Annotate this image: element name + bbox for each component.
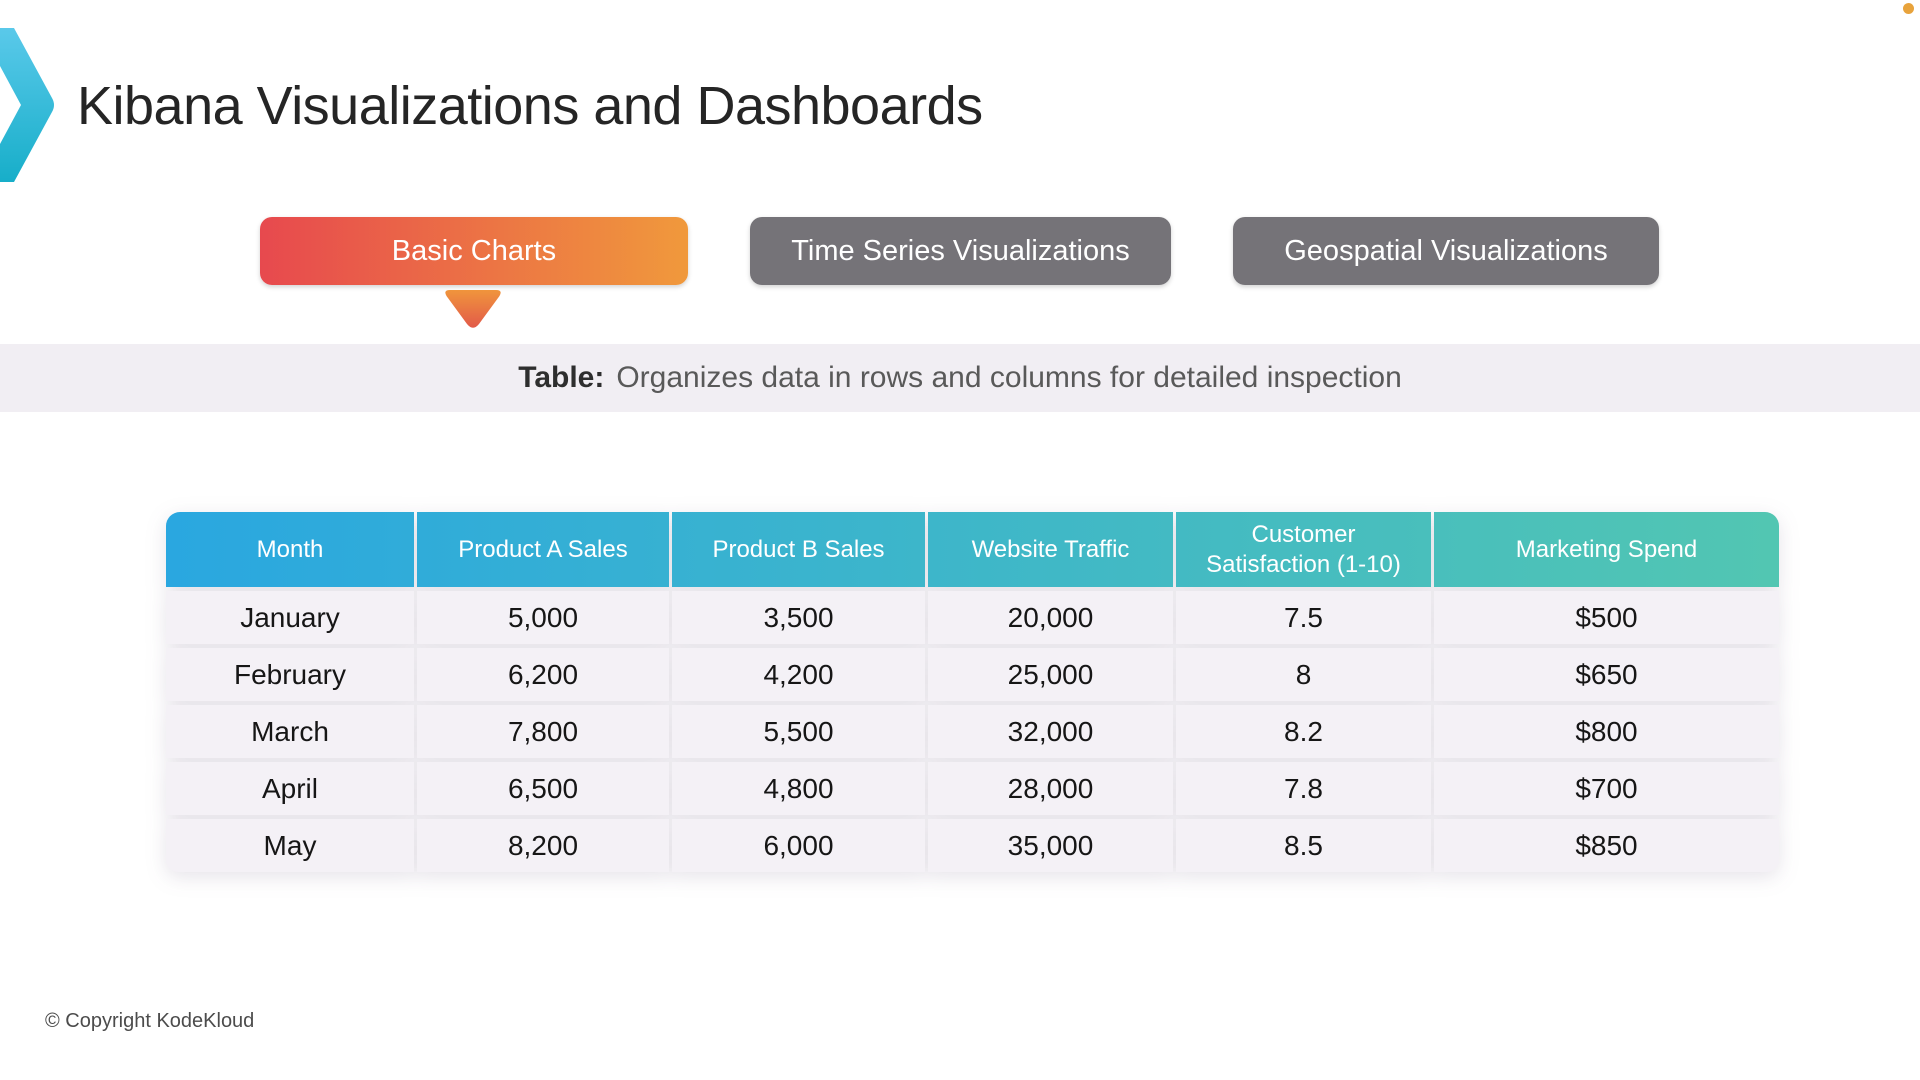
cell-satisfaction: 8.2 xyxy=(1176,705,1431,758)
column-header-product-a-sales: Product A Sales xyxy=(417,512,669,587)
subtitle-description: Organizes data in rows and columns for d… xyxy=(616,361,1402,394)
subtitle-band: Table: Organizes data in rows and column… xyxy=(0,344,1920,412)
cell-product-b: 5,500 xyxy=(672,705,925,758)
table-row: May 8,200 6,000 35,000 8.5 $850 xyxy=(166,819,1779,872)
cell-product-a: 8,200 xyxy=(417,819,669,872)
table-header: Month Product A Sales Product B Sales We… xyxy=(166,512,1779,587)
cell-product-b: 4,200 xyxy=(672,648,925,701)
active-tab-pointer-icon xyxy=(445,290,501,328)
cell-traffic: 28,000 xyxy=(928,762,1173,815)
tab-basic-charts[interactable]: Basic Charts xyxy=(260,217,688,285)
table-body: January 5,000 3,500 20,000 7.5 $500 Febr… xyxy=(166,591,1779,872)
column-header-website-traffic: Website Traffic xyxy=(928,512,1173,587)
column-header-marketing-spend: Marketing Spend xyxy=(1434,512,1779,587)
cell-product-b: 4,800 xyxy=(672,762,925,815)
kodekloud-logo-icon xyxy=(0,28,54,182)
table-row: January 5,000 3,500 20,000 7.5 $500 xyxy=(166,591,1779,644)
cell-spend: $850 xyxy=(1434,819,1779,872)
cell-product-b: 3,500 xyxy=(672,591,925,644)
cell-product-a: 5,000 xyxy=(417,591,669,644)
cell-traffic: 32,000 xyxy=(928,705,1173,758)
cell-spend: $800 xyxy=(1434,705,1779,758)
cell-satisfaction: 8 xyxy=(1176,648,1431,701)
cell-spend: $650 xyxy=(1434,648,1779,701)
tab-geospatial-visualizations[interactable]: Geospatial Visualizations xyxy=(1233,217,1659,285)
copyright-notice: © Copyright KodeKloud xyxy=(45,1010,255,1032)
table-row: April 6,500 4,800 28,000 7.8 $700 xyxy=(166,762,1779,815)
page-title: Kibana Visualizations and Dashboards xyxy=(77,75,983,136)
table-row: March 7,800 5,500 32,000 8.2 $800 xyxy=(166,705,1779,758)
cell-month: April xyxy=(166,762,414,815)
cell-month: May xyxy=(166,819,414,872)
column-header-customer-satisfaction: Customer Satisfaction (1-10) xyxy=(1176,512,1431,587)
cell-product-a: 6,500 xyxy=(417,762,669,815)
column-header-product-b-sales: Product B Sales xyxy=(672,512,925,587)
data-table: Month Product A Sales Product B Sales We… xyxy=(163,508,1782,876)
column-header-month: Month xyxy=(166,512,414,587)
table-header-row: Month Product A Sales Product B Sales We… xyxy=(166,512,1779,587)
cell-traffic: 25,000 xyxy=(928,648,1173,701)
cell-satisfaction: 7.8 xyxy=(1176,762,1431,815)
cell-product-a: 7,800 xyxy=(417,705,669,758)
cell-month: January xyxy=(166,591,414,644)
cell-spend: $500 xyxy=(1434,591,1779,644)
cell-satisfaction: 8.5 xyxy=(1176,819,1431,872)
cell-product-a: 6,200 xyxy=(417,648,669,701)
tab-bar: Basic Charts Time Series Visualizations … xyxy=(260,217,1659,285)
cell-product-b: 6,000 xyxy=(672,819,925,872)
cell-traffic: 35,000 xyxy=(928,819,1173,872)
tab-time-series-visualizations[interactable]: Time Series Visualizations xyxy=(750,217,1171,285)
cell-traffic: 20,000 xyxy=(928,591,1173,644)
corner-dot xyxy=(1903,3,1914,14)
cell-satisfaction: 7.5 xyxy=(1176,591,1431,644)
cell-month: February xyxy=(166,648,414,701)
cell-month: March xyxy=(166,705,414,758)
cell-spend: $700 xyxy=(1434,762,1779,815)
subtitle-prefix: Table: xyxy=(518,361,605,394)
table-row: February 6,200 4,200 25,000 8 $650 xyxy=(166,648,1779,701)
